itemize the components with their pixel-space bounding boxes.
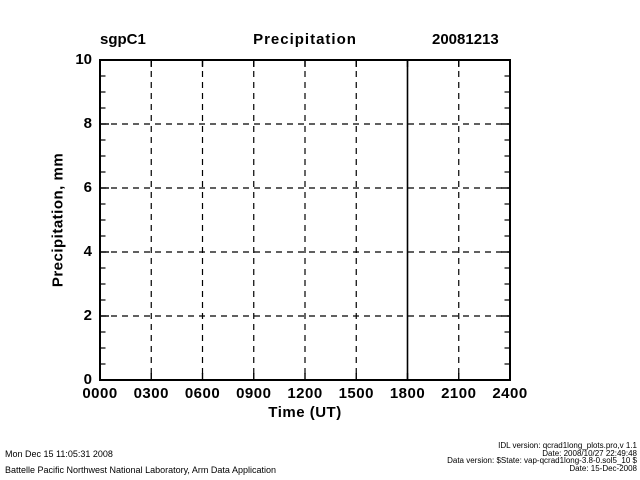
x-tick-label: 1200 [287,385,323,402]
x-tick-label: 0900 [236,385,272,402]
plot-generated-timestamp: Mon Dec 15 11:05:31 2008 [5,449,113,459]
x-tick-label: 0000 [82,385,118,402]
x-axis-title: Time (UT) [268,404,342,421]
y-tick-label: 6 [83,179,92,196]
plot-title: Precipitation [253,31,357,48]
x-tick-label: 0300 [133,385,169,402]
site-label: sgpC1 [100,31,146,48]
data-date-label: Date: 15-Dec-2008 [569,463,637,473]
y-tick-label: 2 [83,307,92,324]
y-tick-label: 4 [83,243,92,260]
y-axis-title: Precipitation, mm [49,152,67,288]
x-tick-label: 2400 [492,385,528,402]
x-tick-label: 0600 [184,385,221,402]
footer-left: Mon Dec 15 11:05:31 2008 Battelle Pacifi… [5,446,276,478]
idl-version-date-label: Date: 2008/10/27 22:49:48 [542,448,637,458]
x-tick-label: 1800 [389,385,426,402]
idl-version-label: IDL version: qcrad1long_plots.pro,v 1.1 [498,441,637,450]
organization-label: Battelle Pacific Northwest National Labo… [5,465,276,475]
x-tick-label: 1500 [338,385,374,402]
data-version-label: Data version: $State: vap-qcrad1long-3.8… [447,456,637,465]
y-tick-label: 10 [75,51,92,68]
x-tick-label: 2100 [441,385,477,402]
y-tick-label: 0 [83,371,92,388]
y-tick-label: 8 [83,115,92,132]
date-label: 20081213 [432,31,499,48]
footer-right: IDL version: qcrad1long_plots.pro,v 1.1 … [447,442,637,472]
